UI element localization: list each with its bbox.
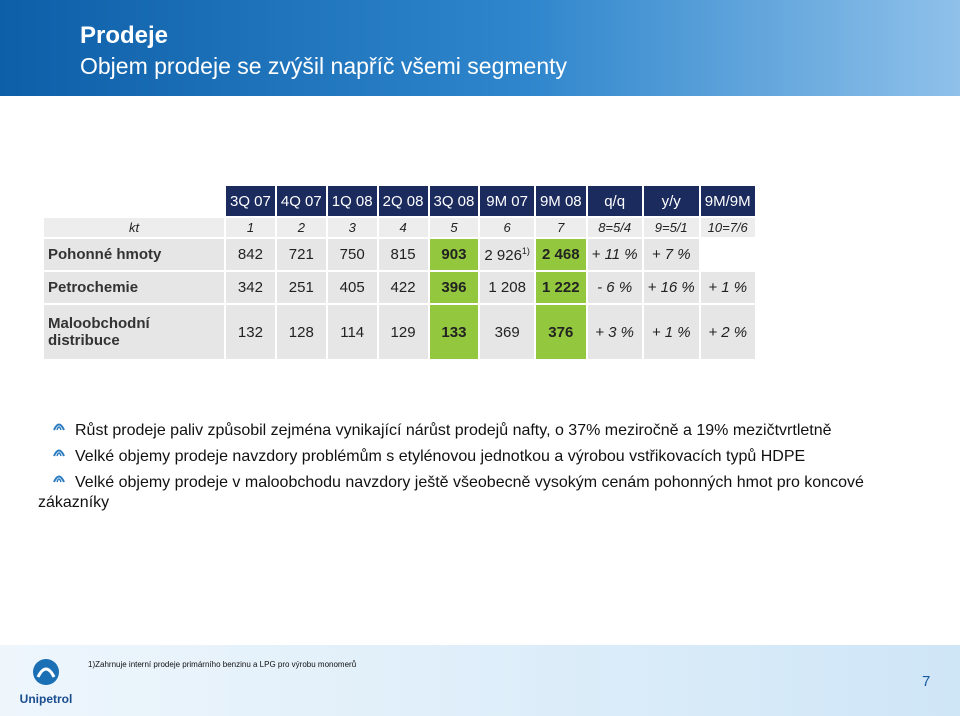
cell: + 11 %: [587, 239, 642, 270]
cell: 376: [535, 305, 586, 359]
cell: 405: [327, 272, 377, 303]
logo-text: Unipetrol: [19, 692, 73, 706]
bullet-text: Velké objemy prodeje v maloobchodu navzd…: [38, 474, 864, 511]
bullet: Velké objemy prodeje v maloobchodu navzd…: [38, 473, 928, 513]
index-cell: kt: [44, 218, 224, 237]
cell: 369: [480, 305, 534, 359]
cell: 2 468: [535, 239, 586, 270]
cell: + 16 %: [643, 272, 699, 303]
cell: 750: [327, 239, 377, 270]
title: Prodeje: [80, 22, 169, 49]
data-row: Maloobchodní distribuce 132 128 114 129 133 36…: [44, 305, 755, 359]
cell: 342: [226, 272, 275, 303]
column-header: 2Q 08: [378, 186, 428, 216]
column-header: 4Q 07: [276, 186, 326, 216]
index-cell: 9=5/1: [643, 218, 699, 237]
sales-table: 3Q 07 4Q 07 1Q 08 2Q 08 3Q 08 9M 07 9M 08 q/q y/…: [42, 184, 757, 361]
index-cell: 7: [535, 218, 586, 237]
cell: + 1 %: [643, 305, 699, 359]
banner: Prodeje Objem prodeje se zvýšil napříč v…: [0, 0, 960, 96]
row-label: Petrochemie: [44, 272, 224, 303]
bullet-icon: [53, 475, 65, 483]
column-header: y/y: [643, 186, 699, 216]
footer: Unipetrol 1)Zahrnuje interní prodeje pri…: [0, 645, 960, 716]
cell: 842: [226, 239, 275, 270]
index-cell: 1: [226, 218, 275, 237]
empty-cell: [700, 239, 755, 270]
cell: 251: [276, 272, 326, 303]
index-cell: 4: [378, 218, 428, 237]
index-cell: 10=7/6: [700, 218, 755, 237]
footnote: 1)Zahrnuje interní prodeje primárního be…: [88, 660, 357, 669]
cell: 129: [378, 305, 428, 359]
bullet-text: Růst prodeje paliv způsobil zejména vyni…: [75, 422, 832, 439]
cell: 422: [378, 272, 428, 303]
logo-icon: [33, 659, 59, 685]
subtitle: Objem prodeje se zvýšil napříč všemi seg…: [80, 53, 568, 79]
column-header: q/q: [587, 186, 642, 216]
index-cell: 8=5/4: [587, 218, 642, 237]
cell: 2 9261): [480, 239, 534, 270]
data-row: Petrochemie 342 251 405 422 396 1 208 1 222- 6 …: [44, 272, 755, 303]
cell: 1 208: [480, 272, 534, 303]
column-header: 3Q 08: [429, 186, 479, 216]
cell: 396: [429, 272, 479, 303]
cell: + 1 %: [700, 272, 755, 303]
row-label: Pohonné hmoty: [44, 239, 224, 270]
footnote-ref: 1): [521, 245, 530, 256]
cell: 128: [276, 305, 326, 359]
cell: 815: [378, 239, 428, 270]
index-row: kt 1 2 3 4 5 6 7 8=5/4 9=5/1 10=7/6: [44, 218, 755, 237]
column-header: 3Q 07: [226, 186, 275, 216]
data-row: Pohonné hmoty 842 721 750 815 903 2 9261) 2 468…: [44, 239, 755, 270]
cell-text: 2 926: [484, 246, 522, 264]
column-header: 9M/9M: [700, 186, 755, 216]
bullet-icon: [53, 423, 65, 431]
row-label: Maloobchodní distribuce: [44, 305, 224, 359]
cell: + 2 %: [700, 305, 755, 359]
index-cell: 2: [276, 218, 326, 237]
page-number: 7: [922, 673, 931, 690]
header-row: 3Q 07 4Q 07 1Q 08 2Q 08 3Q 08 9M 07 9M 08 q/q y/…: [44, 186, 755, 216]
bullet-text: Velké objemy prodeje navzdory problémům …: [75, 448, 806, 465]
cell: 114: [327, 305, 377, 359]
bullet-icon: [53, 449, 65, 457]
logo: Unipetrol: [16, 657, 76, 706]
cell: 721: [276, 239, 326, 270]
cell: + 3 %: [587, 305, 642, 359]
cell: 1 222: [535, 272, 586, 303]
cell: + 7 %: [643, 239, 699, 270]
bullet-list: Růst prodeje paliv způsobil zejména vyni…: [38, 421, 928, 519]
index-cell: 6: [480, 218, 534, 237]
bullet: Růst prodeje paliv způsobil zejména vyni…: [38, 421, 928, 441]
column-header: 9M 07: [480, 186, 534, 216]
index-cell: 5: [429, 218, 479, 237]
column-header: 9M 08: [535, 186, 586, 216]
cell: 903: [429, 239, 479, 270]
cell: - 6 %: [587, 272, 642, 303]
column-header: 1Q 08: [327, 186, 377, 216]
index-cell: 3: [327, 218, 377, 237]
blank-cell: [44, 186, 224, 216]
cell: 133: [429, 305, 479, 359]
cell: 132: [226, 305, 275, 359]
bullet: Velké objemy prodeje navzdory problémům …: [38, 447, 928, 467]
